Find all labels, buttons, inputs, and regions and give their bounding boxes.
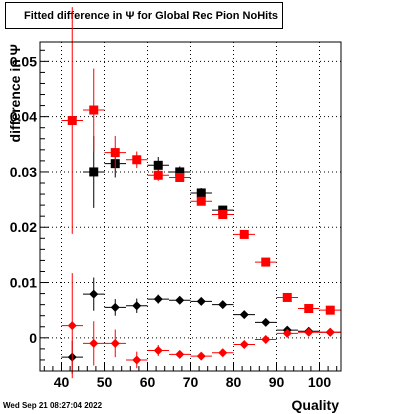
data-point-diamond: [304, 327, 314, 337]
data-point-diamond: [239, 310, 249, 320]
data-point-diamond: [239, 339, 249, 349]
data-point-square: [325, 305, 335, 315]
x-tick-label: 70: [183, 374, 199, 390]
data-point-diamond: [175, 349, 185, 359]
data-point-diamond: [196, 351, 206, 361]
y-tick-label: 0.02: [10, 219, 37, 235]
data-point-square: [132, 155, 142, 165]
data-point-square: [239, 229, 249, 239]
y-tick-label: 0.05: [10, 53, 37, 69]
y-tick-label: 0: [29, 330, 37, 346]
axes: 40 50 60 70 80 90 100 0 0.01 0.02 0.03 0.04 0.05: [10, 49, 338, 390]
data-point-square: [110, 148, 120, 158]
x-tick-label: 90: [269, 374, 285, 390]
data-point-diamond: [110, 302, 120, 312]
y-tick-label: 0.01: [10, 275, 37, 291]
data-point-diamond: [89, 338, 99, 348]
data-point-square: [175, 167, 185, 177]
data-point-diamond: [325, 327, 335, 337]
x-tick-label: 60: [140, 374, 156, 390]
x-tick-label: 80: [226, 374, 242, 390]
data-point-diamond: [218, 300, 228, 310]
data-point-diamond: [261, 334, 271, 344]
chart-title-text: Fitted difference in Ψ for Global Rec Pi…: [24, 9, 278, 22]
y-tick-label: 0.04: [10, 109, 37, 125]
data-point-square: [153, 160, 163, 170]
data-point-diamond: [261, 317, 271, 327]
data-point-square: [196, 188, 206, 198]
data-point-diamond: [282, 328, 292, 338]
data-point-square: [304, 304, 314, 314]
data-point-square: [175, 172, 185, 182]
data-point-diamond: [153, 294, 163, 304]
data-point-square: [218, 210, 228, 220]
data-point-square: [196, 196, 206, 206]
data-point-diamond: [196, 296, 206, 306]
x-axis-label: Quality: [292, 397, 340, 413]
data-point-diamond: [175, 295, 185, 305]
chart-title: Fitted difference in Ψ for Global Rec Pi…: [5, 2, 283, 29]
x-tick-label: 40: [54, 374, 70, 390]
data-series: [61, 7, 341, 379]
x-tick-label: 50: [97, 374, 113, 390]
y-axis-label: difference in Ψ: [7, 44, 23, 142]
data-point-square: [261, 257, 271, 267]
data-point-diamond: [153, 346, 163, 356]
data-point-square: [282, 292, 292, 302]
data-point-square: [89, 167, 99, 177]
y-tick-label: 0.03: [10, 164, 37, 180]
data-point-diamond: [218, 348, 228, 358]
data-point-diamond: [89, 289, 99, 299]
data-point-diamond: [110, 338, 120, 348]
data-point-square: [67, 116, 77, 126]
data-point-square: [89, 105, 99, 115]
timestamp-footer: Wed Sep 21 08:27:04 2022: [3, 401, 103, 410]
data-point-diamond: [132, 355, 142, 365]
data-point-diamond: [132, 301, 142, 311]
data-point-square: [153, 170, 163, 180]
x-tick-label: 100: [308, 374, 332, 390]
data-point-diamond: [67, 321, 77, 331]
grid-lines: [40, 42, 341, 371]
